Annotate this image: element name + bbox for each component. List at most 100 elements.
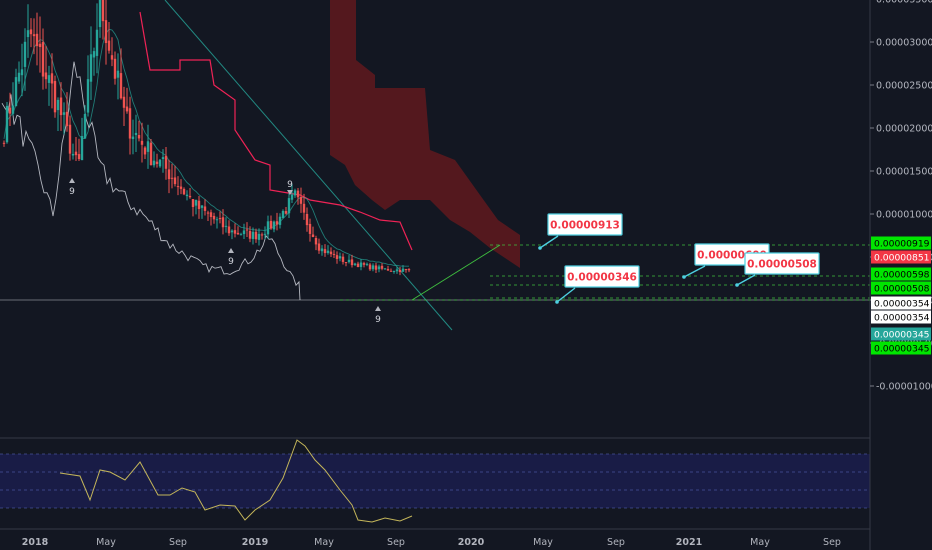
- candle-body: [356, 263, 360, 268]
- candle-body: [395, 269, 399, 272]
- candle-body: [242, 230, 246, 235]
- candle-body: [401, 268, 405, 272]
- candle-body: [269, 220, 273, 229]
- candle-body: [44, 72, 48, 80]
- price-label-bg: [871, 310, 931, 324]
- x-tick-label: May: [750, 537, 770, 548]
- conversion-line: [3, 28, 409, 267]
- lagging-span-line: [1, 61, 301, 301]
- candle-body: [275, 221, 279, 225]
- candle-body: [398, 270, 402, 273]
- candle-body: [266, 221, 270, 235]
- candle-body: [74, 151, 78, 156]
- candle-body: [80, 136, 84, 161]
- callout-box: [547, 213, 623, 236]
- x-tick-label: 2021: [676, 537, 702, 548]
- callout-anchor: [555, 300, 559, 304]
- candle-body: [101, 0, 105, 22]
- td-count-label: 9: [375, 315, 381, 325]
- price-label-text: 0.00000919: [874, 239, 930, 250]
- candle-body: [14, 77, 18, 107]
- callout-anchor: [735, 283, 739, 287]
- candle-body: [320, 248, 324, 252]
- candle-body: [236, 232, 240, 235]
- candle-body: [389, 270, 393, 272]
- candle-body: [86, 79, 90, 113]
- price-label-bg: [871, 296, 931, 310]
- candle-body: [305, 213, 309, 226]
- candle-body: [134, 132, 138, 136]
- price-axis: 0.00003500 0.00003000 0.00002500 0.00002000…: [869, 0, 932, 550]
- candle-body: [29, 29, 33, 35]
- candle-body: [272, 221, 276, 230]
- td-count-label: 9: [228, 257, 234, 267]
- candle-body: [407, 269, 411, 271]
- candle-body: [95, 29, 99, 56]
- callout-pointer: [683, 265, 706, 278]
- callout-anchor: [682, 275, 686, 279]
- candle-body: [65, 111, 69, 127]
- candle-body: [302, 203, 306, 213]
- candle-body: [185, 194, 189, 197]
- x-tick-label: May: [533, 537, 553, 548]
- price-label-text: 0.00000508: [874, 284, 930, 295]
- candle-body: [152, 160, 156, 166]
- candle-body: [164, 155, 168, 169]
- candle-body: [68, 124, 72, 154]
- candle-body: [392, 271, 396, 273]
- candle-body: [113, 58, 117, 79]
- y-tick-label: 0.00002000: [876, 124, 932, 135]
- candle-body: [362, 263, 366, 265]
- candle-body: [155, 161, 159, 164]
- candle-body: [119, 73, 123, 99]
- candle-body: [296, 190, 300, 198]
- td-sequential-marks: 9 9 9 9: [69, 178, 381, 325]
- candle-body: [347, 259, 351, 263]
- candle-body: [359, 262, 363, 267]
- candle-body: [98, 0, 102, 28]
- price-label-text: 0.00000354: [874, 299, 930, 310]
- candle-body: [170, 177, 174, 179]
- candle-body: [62, 112, 66, 115]
- candle-body: [32, 34, 36, 37]
- price-label-text: 0.00000354: [874, 313, 930, 324]
- candle-body: [365, 263, 369, 265]
- candle-body: [140, 140, 144, 145]
- candle-body: [110, 55, 114, 60]
- x-tick-label: May: [314, 537, 334, 548]
- candle-body: [200, 205, 204, 208]
- callout-pointer: [556, 287, 576, 303]
- candle-body: [173, 177, 177, 185]
- candle-body: [179, 186, 183, 189]
- candle-body: [137, 135, 141, 139]
- candle-body: [308, 223, 312, 234]
- oscillator-band: [0, 454, 870, 508]
- candle-body: [311, 234, 315, 237]
- candle-body: [56, 99, 60, 111]
- callout-box: [564, 265, 640, 288]
- candle-body: [5, 105, 9, 143]
- candle-body: [149, 142, 153, 166]
- oscillator-line: [59, 439, 413, 523]
- candle-body: [260, 234, 264, 236]
- y-tick-label: 0.00003500: [876, 0, 932, 6]
- candle-body: [224, 225, 228, 227]
- candle-body: [176, 186, 180, 188]
- candle-body: [377, 266, 381, 270]
- y-tick-label: 0.00001000: [876, 210, 932, 221]
- price-label-bg: [871, 281, 931, 295]
- candle-body: [143, 147, 147, 155]
- candle-body: [254, 231, 258, 240]
- y-tick-label: -0.00001000: [876, 382, 932, 393]
- candle-body: [368, 264, 372, 270]
- candle-body: [251, 231, 255, 239]
- candle-body: [281, 210, 285, 218]
- candle-body: [263, 233, 267, 235]
- time-axis: 2018 May Sep 2019 May Sep 2020 May Sep 2021 May Sep: [0, 528, 870, 548]
- candle-body: [77, 154, 81, 160]
- x-tick-label: Sep: [823, 537, 841, 548]
- price-label-text: 0.00000345: [874, 344, 930, 355]
- baseline-line: [139, 11, 413, 251]
